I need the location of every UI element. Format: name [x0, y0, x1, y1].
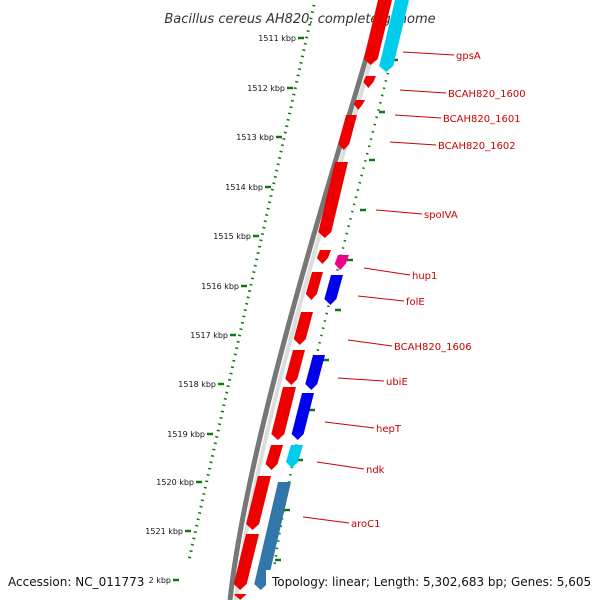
gene-arrow [334, 255, 349, 270]
gene-label-leader [375, 209, 423, 215]
gene-label-leader [324, 421, 375, 429]
footer-right-bg [266, 570, 600, 600]
gene-arrow [316, 250, 331, 264]
gene-arrow [285, 445, 303, 468]
gene-arrow [353, 100, 365, 110]
gene-arrow [291, 393, 314, 440]
gene-label: folE [406, 297, 425, 308]
footer-left-bg [0, 570, 148, 600]
gene-arrow [379, 0, 409, 72]
ruler-tick-label: 1514 kbp [225, 183, 263, 192]
gene-arrow [271, 387, 296, 440]
ruler-tick-label: 1512 kbp [247, 84, 285, 93]
gene-label-leader [347, 339, 393, 347]
gene-label: BCAH820_1600 [448, 89, 526, 100]
gene-label-leader [357, 295, 405, 302]
gene-arrow [305, 355, 325, 390]
ruler-tick-label: 1515 kbp [213, 232, 251, 241]
ruler-tick-label: 1520 kbp [156, 478, 194, 487]
gene-label-leader [302, 516, 350, 524]
ruler-tick-label: 1517 kbp [190, 331, 228, 340]
gene-arrow [285, 350, 305, 385]
gene-arrow [246, 476, 271, 530]
gene-label-leader [402, 51, 455, 56]
gene-label-leader [394, 114, 442, 119]
gene-label-leader [363, 267, 411, 276]
ruler-ticks: 1511 kbp 1512 kbp 1513 kbp 1514 kbp 1515 kbp… [133, 34, 304, 585]
ruler-tick-label: 1521 kbp [145, 527, 183, 536]
gene-arrow [318, 162, 348, 238]
gene-label: ubiE [386, 377, 408, 388]
gene-label-leader [337, 377, 385, 382]
inner-ruler-line [268, 0, 407, 600]
accession-text: Accession: NC_011773 [8, 575, 144, 589]
gene-arrow [305, 272, 323, 300]
gene-label-leader [316, 461, 365, 470]
gene-features [233, 0, 409, 600]
gene-arrow [324, 275, 343, 305]
gene-arrow [338, 115, 357, 150]
gene-arrow [265, 445, 283, 470]
gene-arrow [363, 76, 376, 88]
ruler-tick-label: 1519 kbp [167, 430, 205, 439]
gene-label-leader [399, 89, 447, 94]
gene-label: ndk [366, 465, 385, 476]
gene-label: BCAH820_1602 [438, 141, 516, 152]
gene-label: BCAH820_1606 [394, 342, 472, 353]
ruler-tick-label: 1518 kbp [178, 380, 216, 389]
topology-text: Topology: linear; Length: 5,302,683 bp; … [271, 575, 591, 589]
gene-label: hepT [376, 424, 402, 435]
gene-label: BCAH820_1601 [443, 114, 521, 125]
gene-label-leader [389, 141, 437, 146]
gene-label: gpsA [456, 51, 481, 62]
ruler-tick-label: 1511 kbp [258, 34, 296, 43]
gene-label: aroC1 [351, 519, 380, 530]
gene-labels: gpsA BCAH820_1600 BCAH820_1601 BCAH820_1602… [302, 51, 526, 530]
ruler-tick-label: 1516 kbp [201, 282, 239, 291]
ruler-tick-label: 1522 kbp [133, 576, 171, 585]
gene-label: spoIVA [424, 210, 458, 221]
gene-arrow [363, 0, 392, 65]
map-title: Bacillus cereus AH820, complete genome [164, 12, 435, 27]
ruler-tick-label: 1513 kbp [236, 133, 274, 142]
gene-arrow [233, 594, 248, 600]
inner-ruler-ticks [268, 0, 407, 600]
gene-arrow [254, 482, 291, 590]
gene-arrow [233, 534, 259, 590]
gene-label: hup1 [412, 271, 437, 282]
gene-arrow [293, 312, 313, 345]
